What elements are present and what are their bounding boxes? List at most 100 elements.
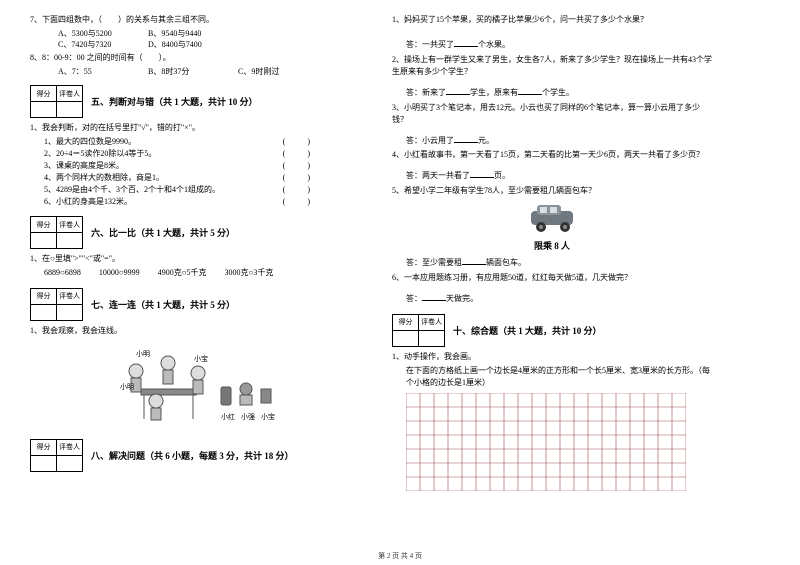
s10-sc <box>393 330 419 346</box>
rq3: 3、小明买了3个笔记本，用去12元。小云也买了同样的6个笔记本，算一算小云用了多… <box>392 102 712 126</box>
tf6: 6、小红的身高是132米。 ( ) <box>30 196 352 208</box>
s6-grader: 评卷人 <box>57 217 83 233</box>
q7-d: D、8400与7400 <box>148 39 208 50</box>
blank <box>518 86 542 95</box>
tf1: 1、最大的四位数是9990。 ( ) <box>30 136 352 148</box>
blank <box>454 38 478 47</box>
q7-stem: 7、下面四组数中，（ ）的关系与其余三组不同。 <box>30 14 352 26</box>
tf6-paren: ( ) <box>283 196 312 208</box>
cmp3: 4900克○5千克 <box>158 267 207 280</box>
tf4-text: 4、两个同样大的数相除，商是1。 <box>44 172 164 184</box>
blank <box>470 169 494 178</box>
blank <box>422 292 446 301</box>
s8-gc <box>57 455 83 471</box>
s10-grader: 评卷人 <box>419 314 445 330</box>
rq5: 5、希望小学二年级有学生78人，至少需要租几辆面包车？ <box>392 185 712 197</box>
q7-a: A、5300与5200 <box>58 28 118 39</box>
grid-icon <box>406 393 686 491</box>
sec7-title: 七、连一连（共 1 大题，共计 5 分） <box>91 298 235 311</box>
blank <box>446 86 470 95</box>
sec5-title: 五、判断对与错（共 1 大题，共计 10 分） <box>91 95 258 108</box>
tf1-paren: ( ) <box>283 136 312 148</box>
rq2: 2、操场上有一群学生又来了男生，女生各7人，新来了多少学生？现在操场上一共有43… <box>392 54 712 78</box>
sec8-header: 得分评卷人 八、解决问题（共 6 小题，每题 3 分，共计 18 分） <box>30 439 352 472</box>
tf3: 3、课桌的高度是8米。( ) <box>30 160 352 172</box>
car-icon <box>527 201 577 235</box>
rq6-ans: 答：天做完。 <box>392 292 712 306</box>
score-label: 得分 <box>31 86 57 102</box>
q7-c: C、7420与7320 <box>58 39 118 50</box>
rq6: 6、一本应用题练习册，有应用题50道，红红每天做5道，几天做完？ <box>392 272 712 284</box>
right-column: 1、妈妈买了15个苹果，买的橘子比苹果少6个，问一共买了多少个水果？ 答：一共买… <box>370 0 740 565</box>
q8-stem: 8、8：00-9：00 之间的时间有（ ）。 <box>30 52 352 64</box>
rq4-ans: 答：两天一共看了页。 <box>392 169 712 183</box>
sec6-header: 得分评卷人 六、比一比（共 1 大题，共计 5 分） <box>30 216 352 249</box>
s10-gc <box>419 330 445 346</box>
sec10-lead: 1、动手操作，我会画。 <box>392 351 712 363</box>
sec7-header: 得分评卷人 七、连一连（共 1 大题，共计 5 分） <box>30 288 352 321</box>
label-top1: 小明 <box>136 349 150 358</box>
s8-grader: 评卷人 <box>57 439 83 455</box>
s7-sc <box>31 304 57 320</box>
tf5-text: 5、4289是由4个千、3个百、2个十和4个1组成的。 <box>44 184 220 196</box>
grid-paper <box>406 393 712 491</box>
svg-text:小明: 小明 <box>120 382 134 391</box>
children-icon: 小明 小宝 小明 小红 小强 小宝 <box>106 341 276 431</box>
tf1-text: 1、最大的四位数是9990。 <box>44 136 136 148</box>
s7-score: 得分 <box>31 288 57 304</box>
tf4: 4、两个同样大的数相除，商是1。 ( ) <box>30 172 352 184</box>
car-illustration: 限乘 8 人 <box>392 201 712 252</box>
s8-sc <box>31 455 57 471</box>
compare-row: 6889○6898 10000○9999 4900克○5千克 3000克○3千克 <box>30 267 352 280</box>
sec5-header: 得分评卷人 五、判断对与错（共 1 大题，共计 10 分） <box>30 85 352 118</box>
s6-score: 得分 <box>31 217 57 233</box>
score-table-10: 得分评卷人 <box>392 314 445 347</box>
q7-opts2: C、7420与7320 D、8400与7400 <box>30 39 352 50</box>
s6-sc <box>31 233 57 249</box>
q8-b: B、8时37分 <box>148 66 208 77</box>
page-footer: 第 2 页 共 4 页 <box>0 551 800 561</box>
grader-cell <box>57 102 83 118</box>
rq1-ans: 答：一共买了个水果。 <box>392 38 712 52</box>
rq5-ans: 答：至少需要租辆面包车。 <box>392 256 712 270</box>
blank <box>462 256 486 265</box>
sec10-header: 得分评卷人 十、综合题（共 1 大题，共计 10 分） <box>392 314 712 347</box>
label-b2: 小强 <box>241 412 255 421</box>
q8-a: A、7：55 <box>58 66 118 77</box>
tf4-paren: ( ) <box>283 172 312 184</box>
tf3-text: 3、课桌的高度是8米。 <box>44 160 124 172</box>
score-table-8: 得分评卷人 <box>30 439 83 472</box>
sec10-desc: 在下面的方格纸上画一个边长是4厘米的正方形和一个长5厘米、宽3厘米的长方形。（每… <box>392 365 712 389</box>
score-cell <box>31 102 57 118</box>
rq2-ans: 答：新来了学生，原来有个学生。 <box>392 86 712 100</box>
s7-gc <box>57 304 83 320</box>
score-table: 得分评卷人 <box>30 85 83 118</box>
cmp4: 3000克○3千克 <box>225 267 274 280</box>
score-table-6: 得分评卷人 <box>30 216 83 249</box>
tf2-paren: ( ) <box>283 148 312 160</box>
score-table-7: 得分评卷人 <box>30 288 83 321</box>
q8-c: C、9时刚过 <box>238 66 298 77</box>
left-column: 7、下面四组数中，（ ）的关系与其余三组不同。 A、5300与5200 B、95… <box>0 0 370 565</box>
sec7-lead: 1、我会观察，我会连线。 <box>30 325 352 337</box>
rq4: 4、小红看故事书，第一天看了15页，第二天看的比第一天少6页，两天一共看了多少页… <box>392 149 712 161</box>
tf2: 2、20÷4＝5读作20除以4等于5。( ) <box>30 148 352 160</box>
rq3-ans: 答：小云用了元。 <box>392 134 712 148</box>
rq1: 1、妈妈买了15个苹果，买的橘子比苹果少6个，问一共买了多少个水果？ <box>392 14 712 26</box>
label-top2: 小宝 <box>194 354 208 363</box>
tf5-paren: ( ) <box>283 184 312 196</box>
cmp2: 10000○9999 <box>99 267 140 280</box>
label-b1: 小红 <box>221 412 235 421</box>
car-label: 限乘 8 人 <box>392 239 712 252</box>
q8-opts: A、7：55 B、8时37分 C、9时刚过 <box>30 66 352 77</box>
tf6-text: 6、小红的身高是132米。 <box>44 196 132 208</box>
sec8-title: 八、解决问题（共 6 小题，每题 3 分，共计 18 分） <box>91 449 294 462</box>
sec6-title: 六、比一比（共 1 大题，共计 5 分） <box>91 226 235 239</box>
s7-grader: 评卷人 <box>57 288 83 304</box>
label-b3: 小宝 <box>261 412 275 421</box>
s8-score: 得分 <box>31 439 57 455</box>
tf5: 5、4289是由4个千、3个百、2个十和4个1组成的。 ( ) <box>30 184 352 196</box>
s10-score: 得分 <box>393 314 419 330</box>
sec10-title: 十、综合题（共 1 大题，共计 10 分） <box>453 324 602 337</box>
connect-illustration: 小明 小宝 小明 小红 小强 小宝 <box>106 341 276 431</box>
